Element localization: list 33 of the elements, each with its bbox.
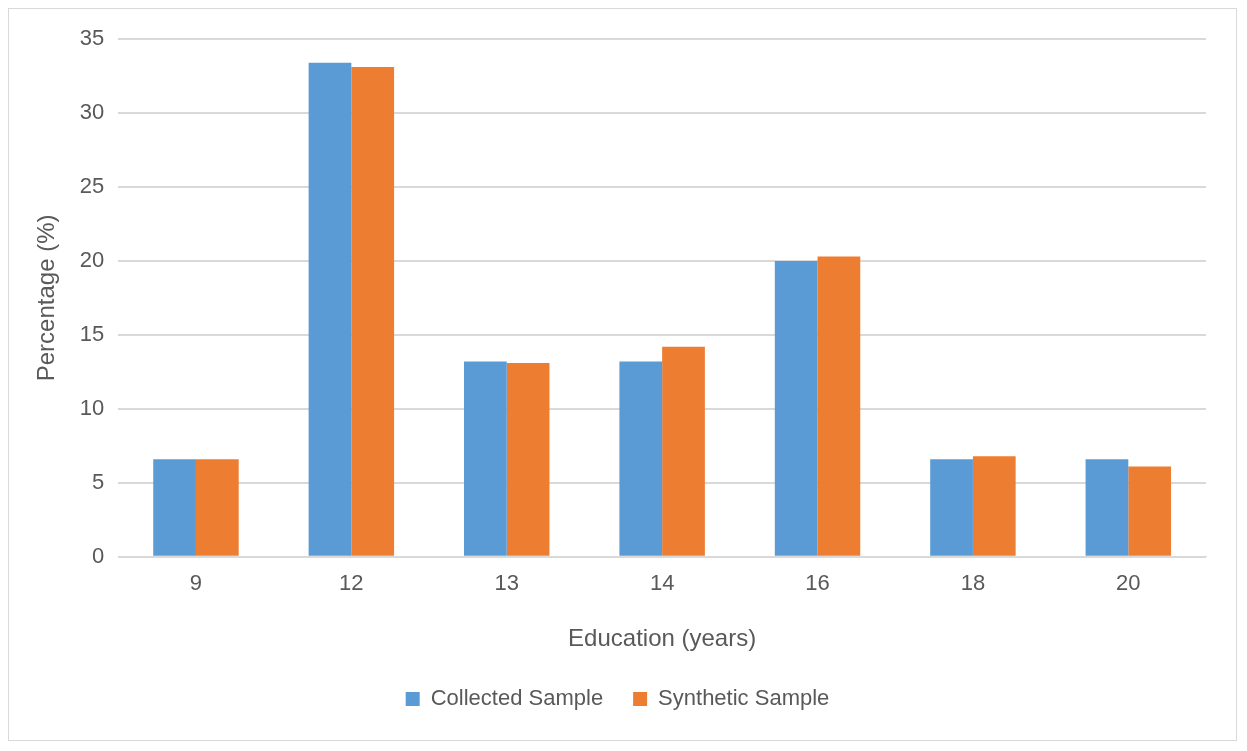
x-tick-label: 13 [494,570,519,596]
legend-label: Collected Sample [430,685,604,711]
bar [774,260,818,556]
bar [930,459,973,556]
y-tick-label: 10 [79,394,105,420]
y-axis-title: Percentage (%) [32,214,60,382]
x-axis-title: Education (years) [568,624,757,652]
y-tick-label: 5 [92,468,105,494]
bar [662,346,705,556]
bar [464,361,507,556]
x-tick-label: 9 [189,570,203,596]
y-tick-label: 0 [92,542,105,568]
bar [972,456,1016,556]
bar [153,459,196,556]
x-tick-label: 16 [805,570,830,596]
bar [1085,459,1129,556]
bar [817,256,861,556]
y-tick-label: 15 [79,320,105,346]
bar [619,361,663,556]
bar [351,67,395,556]
bar [308,62,352,556]
y-tick-label: 20 [79,246,105,272]
y-tick-label: 25 [79,173,105,199]
y-tick-label: 35 [79,25,105,51]
x-tick-label: 20 [1116,570,1141,596]
x-tick-label: 14 [649,570,675,596]
x-tick-label: 12 [339,570,364,596]
y-tick-label: 30 [79,99,105,125]
bar [1128,466,1172,556]
bar [195,459,239,556]
legend-label: Synthetic Sample [658,685,830,711]
bar [506,363,550,556]
x-tick-label: 18 [960,570,986,596]
